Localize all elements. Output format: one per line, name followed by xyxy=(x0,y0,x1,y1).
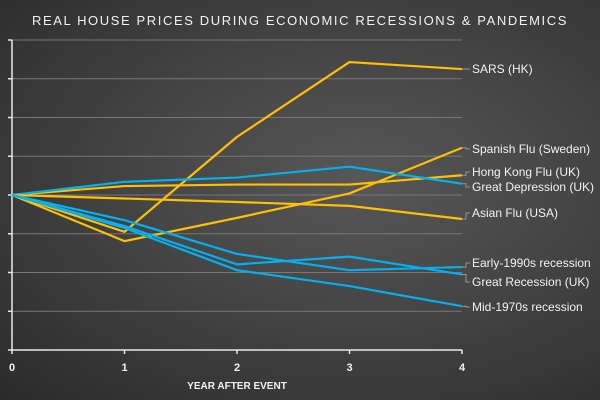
gridlines xyxy=(12,39,462,312)
x-axis-label: YEAR AFTER EVENT xyxy=(187,381,287,392)
label-connector xyxy=(462,305,470,308)
series-line xyxy=(11,193,463,308)
label-connector xyxy=(462,274,470,283)
series-line xyxy=(11,60,463,233)
series-label: Great Depression (UK) xyxy=(472,180,594,194)
series-line xyxy=(11,174,463,197)
series-line xyxy=(11,193,463,276)
label-connector xyxy=(462,183,470,188)
series-label: Hong Kong Flu (UK) xyxy=(472,165,580,179)
series-label: Asian Flu (USA) xyxy=(472,206,558,220)
x-tick-label: 1 xyxy=(121,362,127,374)
x-tick-label: 0 xyxy=(9,362,15,374)
chart-title: REAL HOUSE PRICES DURING ECONOMIC RECESS… xyxy=(31,13,568,28)
x-tick-label: 4 xyxy=(459,362,466,374)
x-tick-label: 2 xyxy=(234,362,240,374)
label-connector xyxy=(462,262,470,268)
series-line xyxy=(11,193,463,272)
series-label: SARS (HK) xyxy=(472,62,533,76)
series-label: Great Recession (UK) xyxy=(472,275,589,289)
series-line xyxy=(11,193,463,221)
label-connector xyxy=(462,147,470,150)
series-label: Spanish Flu (Sweden) xyxy=(472,142,590,156)
series-label: Early-1990s recession xyxy=(472,256,591,270)
label-connector xyxy=(462,212,470,220)
series-lines xyxy=(11,60,463,308)
label-connector xyxy=(462,171,470,176)
axes: 0 1 2 3 4 xyxy=(8,39,466,374)
series-labels: SARS (HK) Spanish Flu (Sweden) Hong Kong F… xyxy=(462,62,594,314)
series-line xyxy=(11,146,463,243)
series-line xyxy=(11,165,463,197)
x-tick-label: 3 xyxy=(346,362,352,374)
series-label: Mid-1970s recession xyxy=(472,300,583,314)
